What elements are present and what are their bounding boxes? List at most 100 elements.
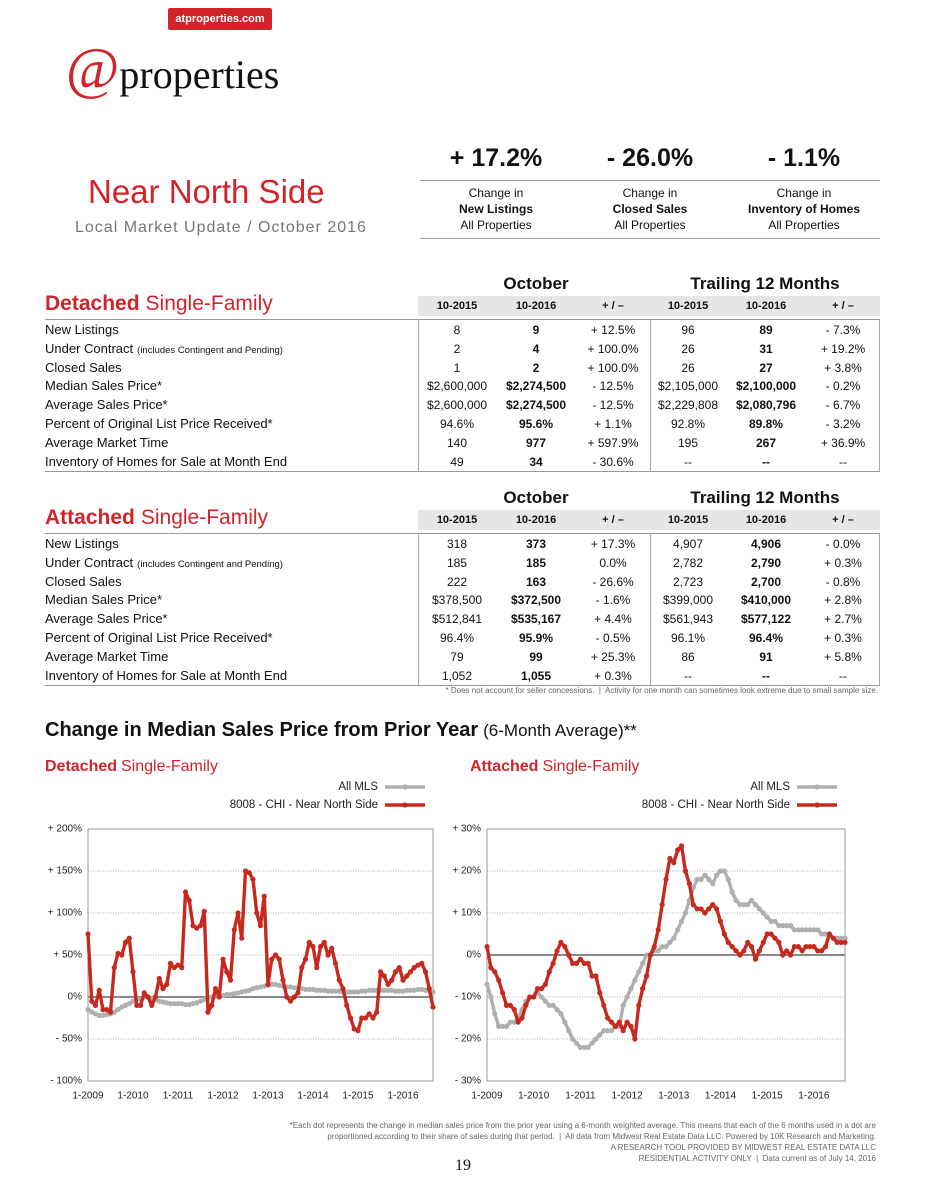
table-note: * Does not account for seller concession… [445, 686, 879, 695]
x-tick-label: 1-2010 [518, 1091, 550, 1102]
chart-title-bold: Detached [45, 758, 118, 775]
group-header: Trailing 12 Months [690, 488, 840, 507]
cell: $372,500 [510, 593, 562, 608]
y-tick-label: + 150% [48, 866, 82, 877]
cell: 8 [453, 323, 461, 337]
cell: $2,080,796 [735, 398, 797, 413]
cell: 185 [525, 555, 547, 570]
x-tick-label: 1-2015 [752, 1091, 784, 1102]
cell: + 4.4% [594, 612, 632, 627]
legend-label: All MLS [750, 781, 790, 793]
x-tick-label: 1-2013 [658, 1091, 690, 1102]
cell: + 2.7% [824, 612, 862, 627]
cell: $410,000 [740, 593, 792, 608]
x-tick-label: 1-2009 [471, 1091, 503, 1102]
row-label-note: (includes Contingent and Pending) [137, 344, 283, 356]
cell: 34 [529, 454, 543, 469]
row-label: Average Sales Price* [45, 612, 168, 625]
row-label: New Listings [45, 537, 119, 550]
y-tick-label: + 200% [48, 824, 82, 835]
kpi-value: - 26.0% [606, 144, 694, 172]
cell: 4,906 [750, 537, 782, 551]
cell: -- [684, 454, 692, 469]
page-number: 19 [455, 1157, 471, 1174]
row-label: Percent of Original List Price Received* [45, 631, 273, 644]
table-heading-bold: Detached [45, 292, 140, 315]
x-tick-label: 1-2013 [252, 1091, 284, 1102]
cell: - 26.6% [592, 574, 634, 589]
cell: 89 [759, 323, 773, 337]
cell: 222 [446, 574, 468, 589]
y-tick-label: + 30% [452, 824, 481, 835]
row-label-note: (includes Contingent and Pending) [137, 558, 283, 570]
cell: + 0.3% [594, 668, 632, 683]
section-title-rest: (6-Month Average)** [483, 721, 637, 740]
kpi-rule-top [420, 180, 880, 181]
cell: $399,000 [662, 593, 714, 608]
section-title: Change in Median Sales Price from Prior … [45, 720, 637, 740]
kpi-label: All Properties [768, 218, 840, 232]
column-rule [418, 319, 419, 472]
kpi-value: + 17.2% [449, 144, 543, 172]
cell: + 2.8% [824, 593, 862, 608]
cell: + 5.8% [824, 649, 862, 664]
logo-at: @ [66, 36, 120, 101]
table-rule [45, 685, 880, 687]
cell: 2,700 [750, 574, 782, 589]
cell: $2,600,000 [426, 379, 488, 394]
cell: 1,055 [520, 668, 552, 683]
cell: $2,105,000 [657, 379, 719, 394]
legend-label: 8008 - CHI - Near North Side [642, 799, 790, 811]
series-line [85, 868, 436, 1034]
row-label: Percent of Original List Price Received* [45, 417, 273, 430]
row-label-text: Closed Sales [45, 573, 122, 589]
row-label: Closed Sales [45, 575, 122, 588]
cell: 96.4% [439, 631, 475, 645]
row-label: Median Sales Price* [45, 593, 162, 606]
cell: - 0.2% [825, 379, 861, 394]
cell: 4,907 [672, 537, 704, 551]
row-label-text: Median Sales Price* [45, 592, 163, 608]
row-label: New Listings [45, 323, 119, 336]
cell: $2,274,500 [505, 379, 567, 394]
column-rule [879, 533, 880, 686]
kpi-label: Change in [468, 186, 524, 200]
row-label: Closed Sales [45, 361, 122, 374]
row-label-text: Percent of Original List Price Received* [45, 416, 273, 431]
y-tick-label: - 50% [56, 1034, 82, 1045]
cell: 96.1% [670, 631, 706, 645]
cell: 91 [759, 649, 773, 664]
kpi-value: - 1.1% [767, 144, 841, 172]
cell: + 0.3% [824, 631, 862, 645]
cell: $2,600,000 [426, 398, 488, 413]
cell: 318 [446, 537, 468, 551]
column-header: + / – [832, 300, 854, 312]
cell: + 25.3% [590, 649, 636, 664]
row-label: Average Market Time [45, 436, 168, 449]
kpi-label: Change in [622, 186, 678, 200]
cell: + 3.8% [824, 360, 862, 375]
column-rule [650, 319, 651, 472]
cell: 267 [755, 435, 777, 450]
column-header: + / – [602, 514, 624, 526]
cell: $577,122 [740, 612, 792, 627]
table-heading: Detached Single-Family [45, 293, 273, 314]
cell: - 30.6% [592, 454, 634, 469]
cell: + 19.2% [820, 341, 866, 356]
cell: -- [839, 454, 847, 469]
x-tick-label: 1-2014 [297, 1091, 329, 1102]
x-tick-label: 1-2014 [705, 1091, 737, 1102]
cell: 195 [677, 435, 699, 450]
cell: $2,100,000 [735, 379, 797, 394]
row-label-text: New Listings [45, 322, 119, 337]
legend-label: All MLS [338, 781, 378, 793]
cell: 86 [681, 649, 695, 664]
cell: 977 [525, 435, 547, 450]
row-label-text: Average Sales Price* [45, 397, 168, 413]
row-label-text: Inventory of Homes for Sale at Month End [45, 453, 288, 469]
row-label: Average Sales Price* [45, 398, 168, 411]
cell: 2,782 [672, 555, 704, 570]
row-label-text: Average Market Time [45, 648, 169, 664]
cell: 26 [681, 341, 695, 356]
